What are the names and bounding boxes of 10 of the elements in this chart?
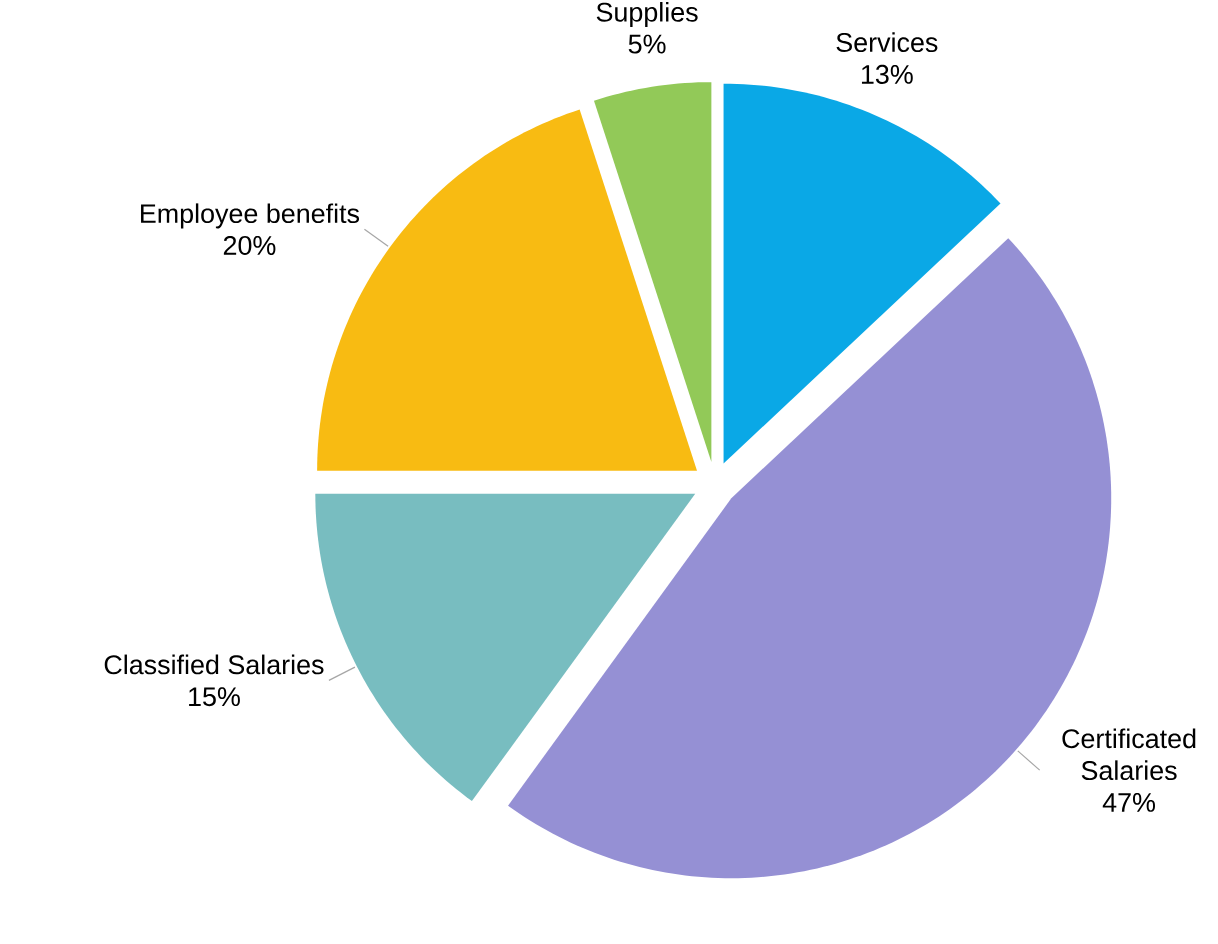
data-label: 13%: [861, 65, 913, 85]
slice-label: Services: [836, 32, 938, 53]
slice-label: Classified Salaries: [104, 654, 324, 675]
slice-label: Supplies: [596, 2, 698, 28]
slice-label: Certificated Salaries: [1062, 728, 1196, 781]
data-label: 5%: [628, 34, 666, 54]
data-label: 20%: [223, 236, 276, 256]
slice-label: Employee benefits: [141, 203, 360, 229]
data-label: 15%: [189, 687, 240, 707]
data-label: 47%: [1102, 793, 1155, 813]
